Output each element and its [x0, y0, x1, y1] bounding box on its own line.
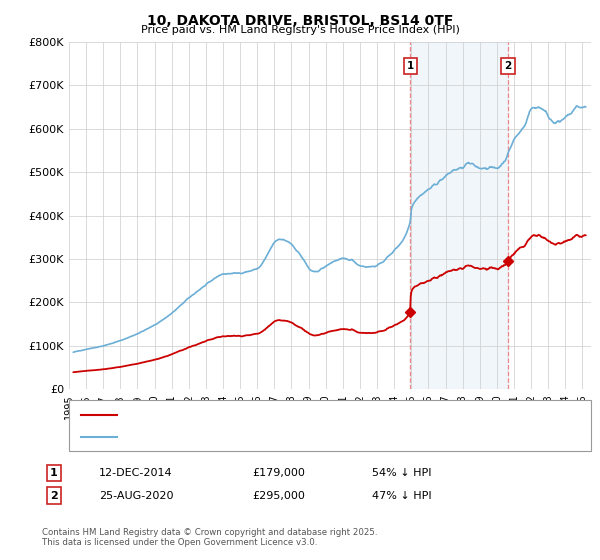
Text: £179,000: £179,000	[252, 468, 305, 478]
Text: 47% ↓ HPI: 47% ↓ HPI	[372, 491, 431, 501]
Bar	[410, 42, 508, 389]
Text: 1: 1	[50, 468, 58, 478]
Text: HPI: Average price, detached house, City of Bristol: HPI: Average price, detached house, City…	[123, 432, 370, 442]
Text: 54% ↓ HPI: 54% ↓ HPI	[372, 468, 431, 478]
Text: 10, DAKOTA DRIVE, BRISTOL, BS14 0TF (detached house): 10, DAKOTA DRIVE, BRISTOL, BS14 0TF (det…	[123, 409, 403, 419]
Text: 2: 2	[50, 491, 58, 501]
Text: Contains HM Land Registry data © Crown copyright and database right 2025.
This d: Contains HM Land Registry data © Crown c…	[42, 528, 377, 547]
Text: 2: 2	[505, 61, 512, 71]
Text: 10, DAKOTA DRIVE, BRISTOL, BS14 0TF: 10, DAKOTA DRIVE, BRISTOL, BS14 0TF	[147, 14, 453, 28]
Text: 12-DEC-2014: 12-DEC-2014	[99, 468, 173, 478]
Text: 25-AUG-2020: 25-AUG-2020	[99, 491, 173, 501]
Text: Price paid vs. HM Land Registry's House Price Index (HPI): Price paid vs. HM Land Registry's House …	[140, 25, 460, 35]
Text: 1: 1	[407, 61, 414, 71]
Text: £295,000: £295,000	[252, 491, 305, 501]
